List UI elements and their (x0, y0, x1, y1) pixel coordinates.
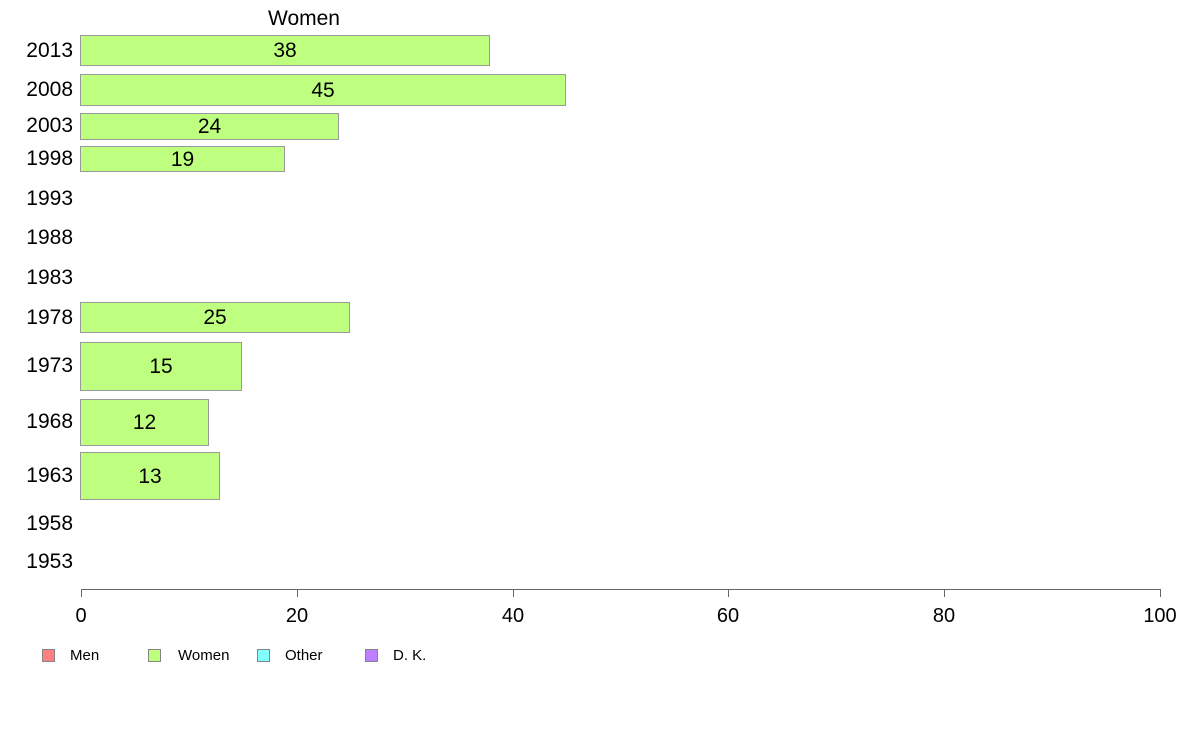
bar-1973: 15 (80, 342, 242, 391)
bar-value-label: 24 (197, 115, 222, 138)
bar-value-label: 15 (149, 355, 173, 378)
bar-value-label: 38 (273, 39, 297, 62)
bar-1963: 13 (80, 452, 220, 500)
x-axis-tick-label: 60 (716, 605, 740, 627)
y-axis-label-1998: 1998 (26, 147, 73, 170)
x-axis-tick (728, 589, 729, 597)
y-axis-label-2003: 2003 (26, 114, 73, 137)
x-axis-tick (944, 589, 945, 597)
legend-swatch-men (42, 649, 55, 662)
legend-label-dk: D. K. (393, 647, 427, 664)
x-axis-tick-label: 0 (75, 605, 87, 627)
bar-value-label: 25 (203, 306, 227, 329)
y-axis-label-1983: 1983 (26, 266, 73, 289)
y-axis-label-1988: 1988 (26, 226, 73, 249)
chart-title: Women (268, 7, 340, 30)
y-axis-label-1973: 1973 (26, 354, 73, 377)
bar-2013: 38 (80, 35, 490, 66)
x-axis-tick (1160, 589, 1161, 597)
y-axis-label-1958: 1958 (26, 512, 73, 535)
x-axis-tick (297, 589, 298, 597)
legend-label-women: Women (178, 647, 230, 664)
legend-swatch-women (148, 649, 161, 662)
y-axis-label-1978: 1978 (26, 306, 73, 329)
y-axis-label-1953: 1953 (26, 550, 73, 573)
x-axis-tick-label: 40 (501, 605, 525, 627)
x-axis-tick (513, 589, 514, 597)
legend-swatch-other (257, 649, 270, 662)
y-axis-label-2013: 2013 (26, 39, 73, 62)
x-axis-line (81, 589, 1161, 590)
bar-value-label: 13 (138, 464, 162, 488)
x-axis-tick-label: 80 (932, 605, 956, 627)
y-axis-label-1968: 1968 (26, 410, 73, 433)
bar-1968: 12 (80, 399, 209, 446)
legend-label-men: Men (70, 647, 100, 664)
bar-value-label: 12 (132, 411, 157, 434)
bar-value-label: 19 (170, 147, 195, 171)
y-axis-label-1963: 1963 (26, 464, 73, 487)
bar-2008: 45 (80, 74, 566, 106)
y-axis-label-2008: 2008 (26, 78, 73, 101)
bar-1998: 19 (80, 146, 285, 172)
legend-swatch-dk (365, 649, 378, 662)
x-axis-tick (81, 589, 82, 597)
x-axis-tick-label: 20 (285, 605, 309, 627)
y-axis-label-1993: 1993 (26, 187, 73, 210)
x-axis-tick-label: 100 (1143, 605, 1177, 627)
bar-value-label: 45 (311, 78, 335, 102)
bar-1978: 25 (80, 302, 350, 333)
bar-2003: 24 (80, 113, 339, 140)
legend-label-other: Other (285, 647, 323, 664)
